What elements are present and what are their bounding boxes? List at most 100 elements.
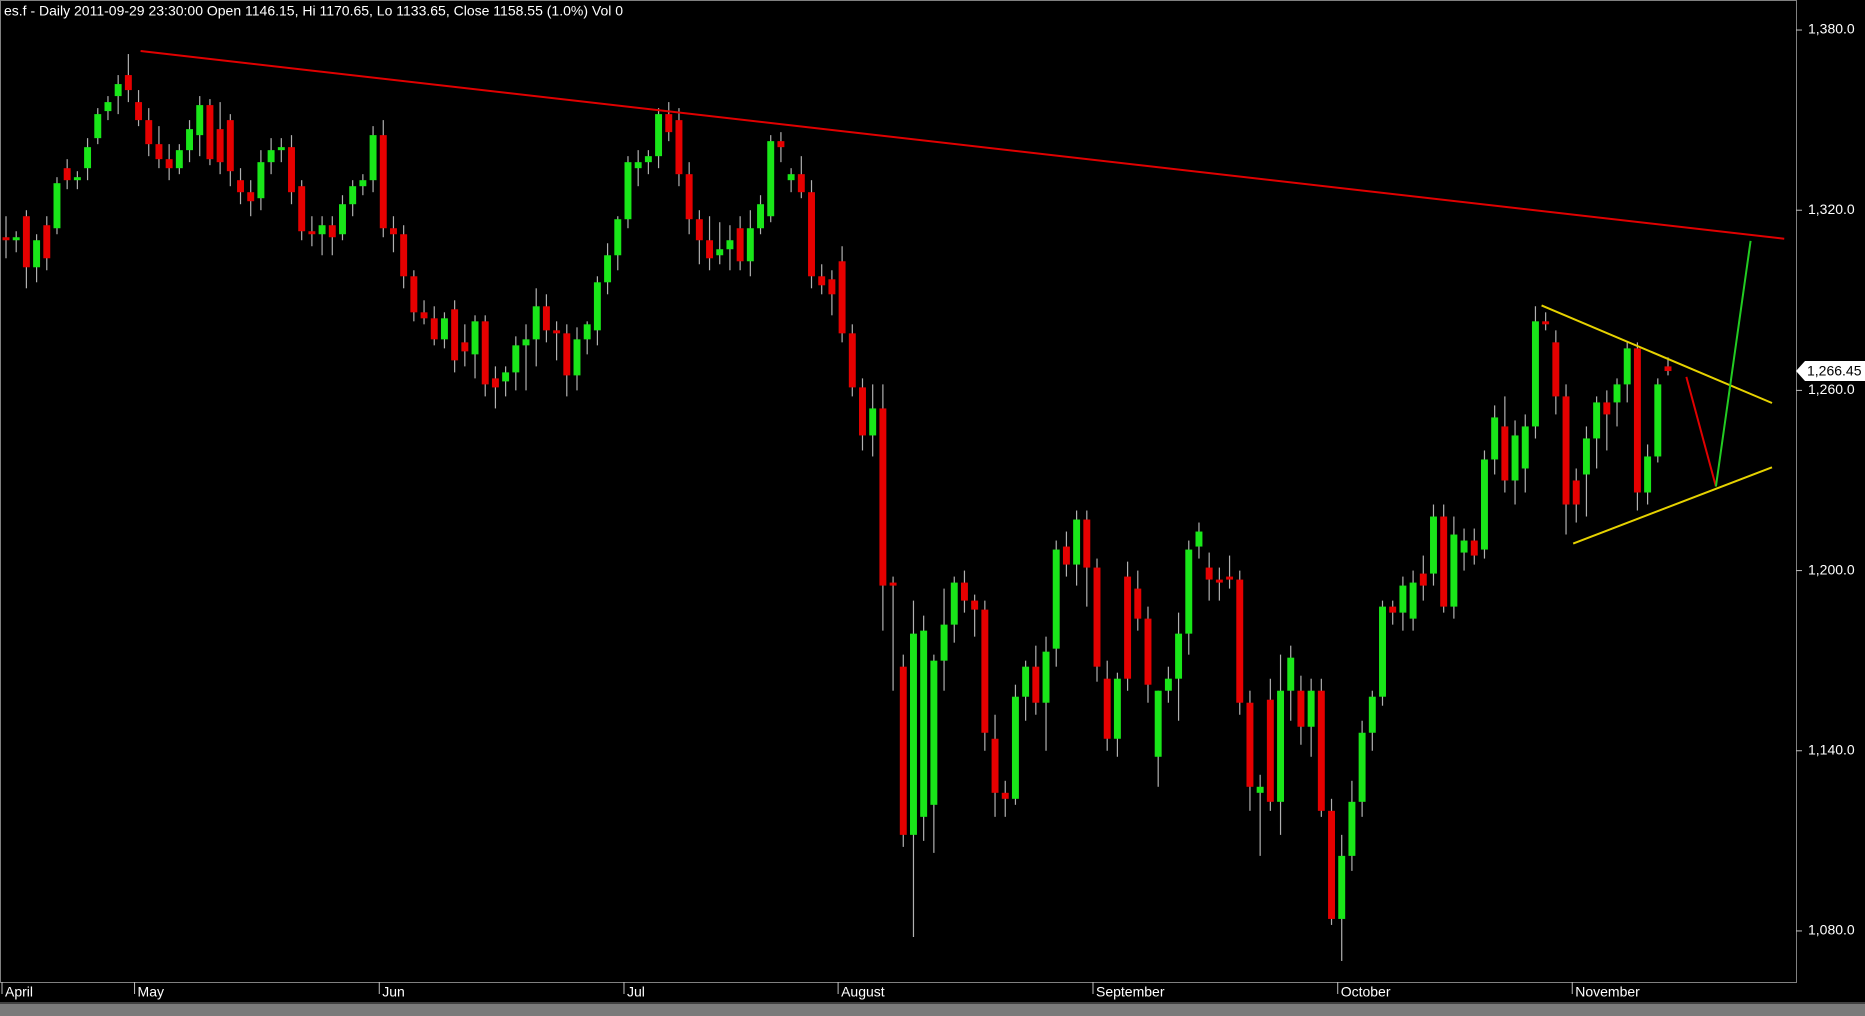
candle-body (226, 120, 234, 172)
candle-body (1205, 567, 1213, 580)
candle-body (298, 186, 306, 232)
candle-body (1480, 459, 1488, 550)
candle-body (1511, 435, 1519, 481)
candle-body (1664, 366, 1672, 372)
candle-body (767, 141, 775, 217)
candle-body (410, 276, 418, 313)
candle-body (135, 102, 143, 121)
candle-body (838, 261, 846, 334)
candle-body (359, 180, 367, 187)
candle-body (1562, 396, 1570, 505)
candle-body (1368, 696, 1376, 733)
plot-frame (0, 0, 1797, 983)
candle-body (2, 237, 10, 241)
candle-body (1185, 549, 1193, 634)
candle-body (379, 135, 387, 229)
candle-body (1379, 606, 1386, 697)
candle-body (1164, 678, 1172, 691)
candle-body (1215, 579, 1223, 583)
candle-body (1389, 606, 1397, 613)
candle-body (400, 234, 408, 277)
candle-body (206, 105, 214, 160)
candle-body (828, 279, 836, 295)
candle-body (675, 120, 683, 175)
candle-body (1011, 696, 1019, 799)
candle-body (1226, 576, 1234, 580)
candle-body (1093, 567, 1101, 667)
candle-body (634, 162, 642, 169)
candle-body (502, 372, 510, 382)
candle-body (104, 102, 112, 112)
candle-body (124, 75, 132, 91)
candle-body (726, 240, 734, 250)
candle-body (930, 660, 938, 805)
candle-body (267, 150, 275, 163)
candle-body (1022, 666, 1030, 697)
candle-body (1491, 417, 1499, 460)
candle-body (1409, 582, 1417, 619)
candle-body (471, 321, 479, 355)
candle-body (1073, 519, 1081, 565)
candle-body (1052, 549, 1060, 649)
candle-body (920, 630, 928, 817)
x-tick-label: September (1096, 984, 1165, 1000)
candle-body (1124, 576, 1132, 679)
status-strip (0, 1004, 1865, 1016)
candle-body (186, 129, 194, 151)
candle-body (1113, 678, 1121, 739)
candle-body (757, 204, 764, 229)
candle-body (787, 174, 795, 181)
candle-body (1470, 540, 1478, 556)
candle-body (349, 186, 357, 205)
candle-body (94, 114, 102, 139)
chart-title: es.f - Daily 2011-09-29 23:30:00 Open 11… (4, 3, 623, 19)
candle-body (1644, 456, 1652, 493)
price-tag (1796, 361, 1865, 382)
candle-body (542, 306, 550, 331)
candle-body (420, 312, 428, 319)
candle-body (1256, 786, 1264, 793)
candle-body (237, 180, 244, 193)
candle-body (910, 633, 917, 835)
price-tag-label: 1,266.45 (1807, 363, 1862, 379)
candle-body (848, 333, 856, 388)
candle-body (328, 225, 336, 238)
candle-body (1307, 690, 1315, 727)
candle-body (461, 342, 469, 352)
candle-body (1317, 690, 1325, 811)
candle-body (1266, 699, 1274, 802)
candle-body (808, 192, 815, 277)
candle-body (1042, 651, 1050, 703)
candle-body (481, 321, 489, 385)
candle-body (532, 306, 540, 340)
candle-body (277, 147, 285, 151)
candle-body (1062, 546, 1070, 565)
candle-body (777, 141, 785, 148)
candle-body (22, 216, 30, 268)
candle-body (1001, 792, 1009, 799)
y-tick-label: 1,080.0 (1808, 922, 1855, 938)
candle-body (614, 219, 622, 256)
x-tick-label: October (1341, 984, 1391, 1000)
candle-body (1552, 342, 1560, 397)
candle-body (746, 228, 754, 262)
candle-body (1440, 516, 1448, 607)
x-tick-label: April (5, 984, 33, 1000)
candle-body (1531, 321, 1539, 427)
candle-body (1277, 690, 1285, 802)
candle-body (1358, 732, 1366, 802)
x-tick-label: Jul (627, 984, 645, 1000)
candle-body (736, 228, 744, 262)
trendline (1572, 466, 1773, 545)
candle-body (644, 156, 652, 163)
candle-body (155, 144, 163, 160)
trendline (1685, 376, 1717, 487)
candle-body (716, 249, 724, 256)
candle-body (889, 582, 897, 586)
candle-body (308, 231, 316, 235)
x-tick-label: August (841, 984, 885, 1000)
candle-body (451, 309, 459, 361)
candle-body (1572, 480, 1580, 505)
